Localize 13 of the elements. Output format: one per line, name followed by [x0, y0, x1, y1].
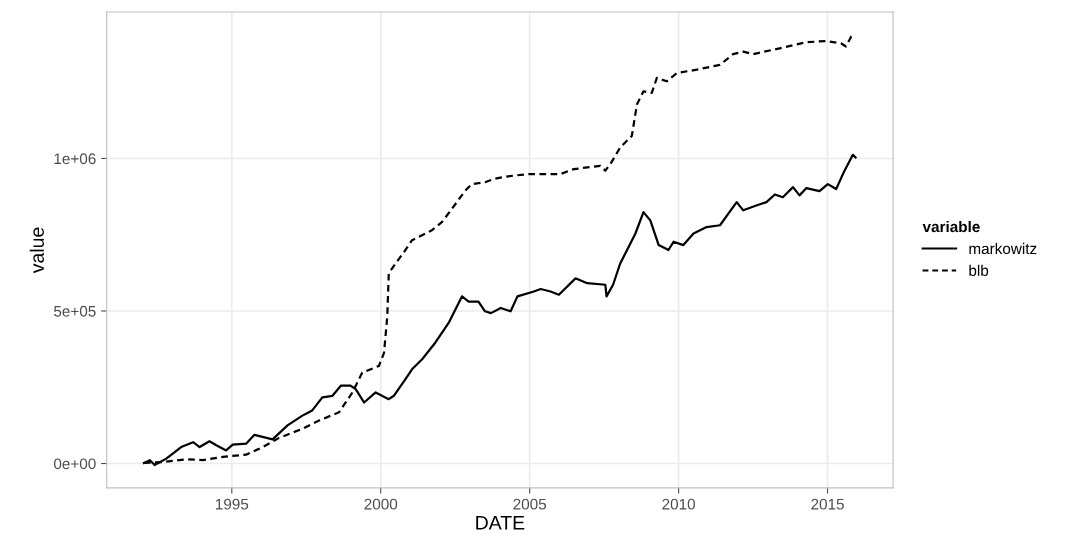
x-tick-label: 1995 — [215, 498, 249, 510]
x-tick-label: 2000 — [364, 498, 398, 510]
y-tick-label: 0e+00 — [53, 458, 96, 470]
x-tick-label: 2005 — [513, 498, 547, 510]
legend-title: variable — [922, 220, 980, 233]
x-tick-label: 2015 — [811, 498, 844, 510]
x-tick-label: 2010 — [662, 498, 696, 510]
legend-label: markowitz — [969, 242, 1037, 255]
y-tick-label: 5e+05 — [53, 305, 96, 317]
y-axis-title: value — [29, 227, 44, 274]
legend-label: blb — [969, 264, 989, 276]
y-tick-label: 1e+06 — [54, 153, 96, 165]
x-axis-title: DATE — [476, 516, 525, 530]
